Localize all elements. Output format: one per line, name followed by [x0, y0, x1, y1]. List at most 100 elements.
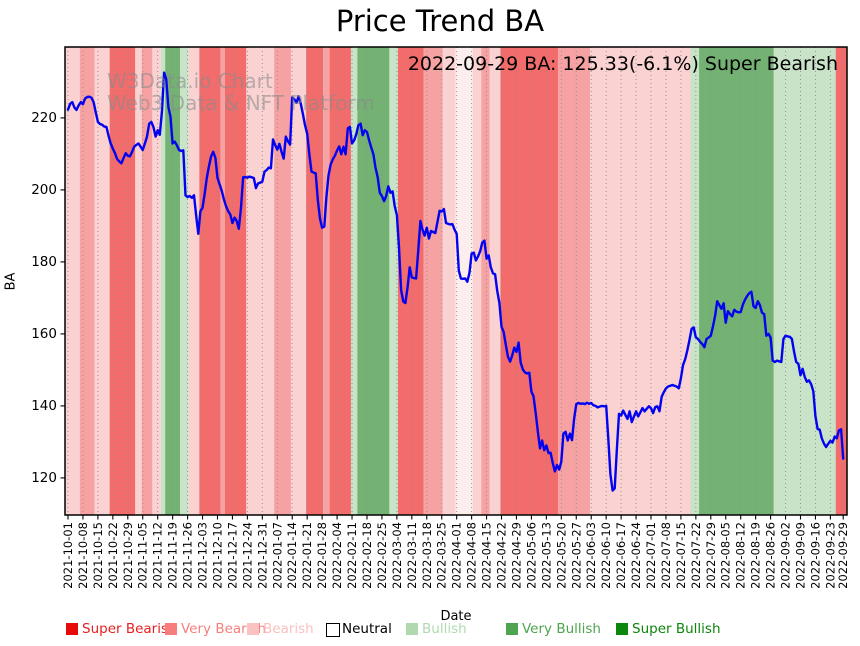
x-tick-label: 2021-12-03	[196, 522, 210, 589]
x-tick-label: 2022-06-10	[599, 522, 613, 589]
sentiment-band-bearish	[590, 47, 691, 515]
x-tick-label: 2022-04-29	[509, 522, 523, 589]
sentiment-band-super_bearish	[835, 47, 847, 515]
y-tick-label: 180	[31, 254, 57, 270]
chart-title: Price Trend BA	[335, 4, 545, 38]
x-tick-label: 2022-03-04	[390, 522, 404, 589]
x-tick-label: 2021-10-08	[76, 522, 90, 589]
legend-swatch	[247, 623, 259, 635]
sentiment-band-bullish	[180, 47, 189, 515]
legend-label: Bearish	[263, 621, 314, 637]
x-tick-label: 2022-01-07	[270, 522, 284, 589]
x-tick-label: 2022-08-12	[734, 522, 748, 589]
legend-swatch	[326, 623, 340, 637]
x-tick-label: 2022-07-08	[659, 522, 673, 589]
legend-label: Very Bearish	[181, 621, 267, 637]
y-tick-label: 160	[31, 326, 57, 342]
x-tick-label: 2021-12-24	[240, 522, 254, 589]
sentiment-band-super_bearish	[199, 47, 221, 515]
x-tick-label: 2021-11-12	[151, 522, 165, 589]
y-tick-label: 220	[31, 110, 57, 126]
watermark-line2: Web3 Data & NFT Platform	[107, 91, 375, 115]
x-tick-label: 2022-07-22	[689, 522, 703, 589]
legend-swatch	[165, 623, 177, 635]
sentiment-band-bullish	[389, 47, 398, 515]
sentiment-band-bearish	[135, 47, 142, 515]
sentiment-band-super_bearish	[500, 47, 559, 515]
sentiment-band-bullish	[160, 47, 166, 515]
x-tick-label: 2021-10-29	[121, 522, 135, 589]
x-tick-label: 2022-07-15	[674, 522, 688, 589]
sentiment-band-very_bearish	[423, 47, 443, 515]
x-tick-label: 2021-12-10	[210, 522, 224, 589]
x-tick-label: 2021-10-01	[61, 522, 75, 589]
plot-border	[64, 46, 848, 516]
y-tick-label: 120	[31, 470, 57, 486]
x-tick-label: 2022-02-25	[375, 522, 389, 589]
x-tick-label: 2022-03-11	[405, 522, 419, 589]
sentiment-band-super_bearish	[329, 47, 351, 515]
x-tick-label: 2022-09-09	[793, 522, 807, 589]
sentiment-band-very_bullish	[165, 47, 181, 515]
x-tick-label: 2022-04-01	[450, 522, 464, 589]
x-tick-label: 2021-10-22	[106, 522, 120, 589]
sentiment-band-bearish	[472, 47, 482, 515]
sentiment-band-very_bearish	[323, 47, 330, 515]
x-tick-label: 2022-09-16	[808, 522, 822, 589]
x-axis-label: Date	[440, 609, 472, 624]
sentiment-band-bearish	[188, 47, 200, 515]
x-tick-label: 2022-06-03	[584, 522, 598, 589]
legend-label: Neutral	[342, 621, 392, 637]
x-tick-label: 2021-10-15	[91, 522, 105, 589]
y-axis-label: BA	[3, 272, 19, 291]
sentiment-band-bearish	[152, 47, 161, 515]
sentiment-band-super_bearish	[306, 47, 324, 515]
sentiment-band-bearish	[65, 47, 80, 515]
sentiment-band-very_bearish	[274, 47, 292, 515]
x-tick-label: 2022-09-02	[779, 522, 793, 589]
sentiment-band-bullish	[350, 47, 358, 515]
x-tick-label: 2022-05-20	[554, 522, 568, 589]
sentiment-band-very_bearish	[141, 47, 153, 515]
sentiment-band-super_bearish	[109, 47, 136, 515]
sentiment-band-neutral	[455, 47, 473, 515]
sentiment-band-bearish	[94, 47, 110, 515]
x-tick-label: 2021-12-31	[255, 522, 269, 589]
legend-label: Very Bullish	[522, 621, 601, 637]
sentiment-band-very_bearish	[481, 47, 490, 515]
x-tick-label: 2022-04-22	[495, 522, 509, 589]
x-tick-label: 2022-09-29	[836, 522, 850, 589]
legend-swatch	[616, 623, 628, 635]
sentiment-band-very_bullish	[699, 47, 774, 515]
legend-label: Super Bullish	[632, 621, 721, 637]
x-tick-label: 2022-01-28	[315, 522, 329, 589]
sentiment-band-very_bearish	[79, 47, 95, 515]
legend-label: Super Bearish	[82, 621, 177, 637]
x-tick-label: 2022-05-06	[524, 522, 538, 589]
x-tick-label: 2021-12-17	[225, 522, 239, 589]
x-tick-label: 2022-09-23	[823, 522, 837, 589]
y-tick-label: 200	[31, 182, 57, 198]
x-tick-label: 2022-03-25	[435, 522, 449, 589]
sentiment-band-bearish	[291, 47, 307, 515]
x-tick-label: 2021-11-26	[181, 522, 195, 589]
x-tick-label: 2022-02-11	[345, 522, 359, 589]
x-tick-label: 2022-06-24	[629, 522, 643, 589]
x-tick-label: 2021-11-19	[166, 522, 180, 589]
sentiment-band-bearish	[246, 47, 275, 515]
x-tick-label: 2022-03-18	[420, 522, 434, 589]
x-tick-label: 2022-01-21	[300, 522, 314, 589]
sentiment-band-very_bullish	[357, 47, 390, 515]
x-tick-label: 2022-06-17	[614, 522, 628, 589]
sentiment-band-bullish	[690, 47, 700, 515]
x-tick-label: 2022-02-18	[360, 522, 374, 589]
x-tick-label: 2022-01-14	[285, 522, 299, 589]
x-tick-label: 2022-08-05	[719, 522, 733, 589]
sentiment-band-very_bearish	[220, 47, 225, 515]
x-tick-label: 2022-05-27	[569, 522, 583, 589]
sentiment-band-bearish	[442, 47, 456, 515]
sentiment-band-super_bearish	[224, 47, 247, 515]
x-tick-label: 2022-04-15	[480, 522, 494, 589]
